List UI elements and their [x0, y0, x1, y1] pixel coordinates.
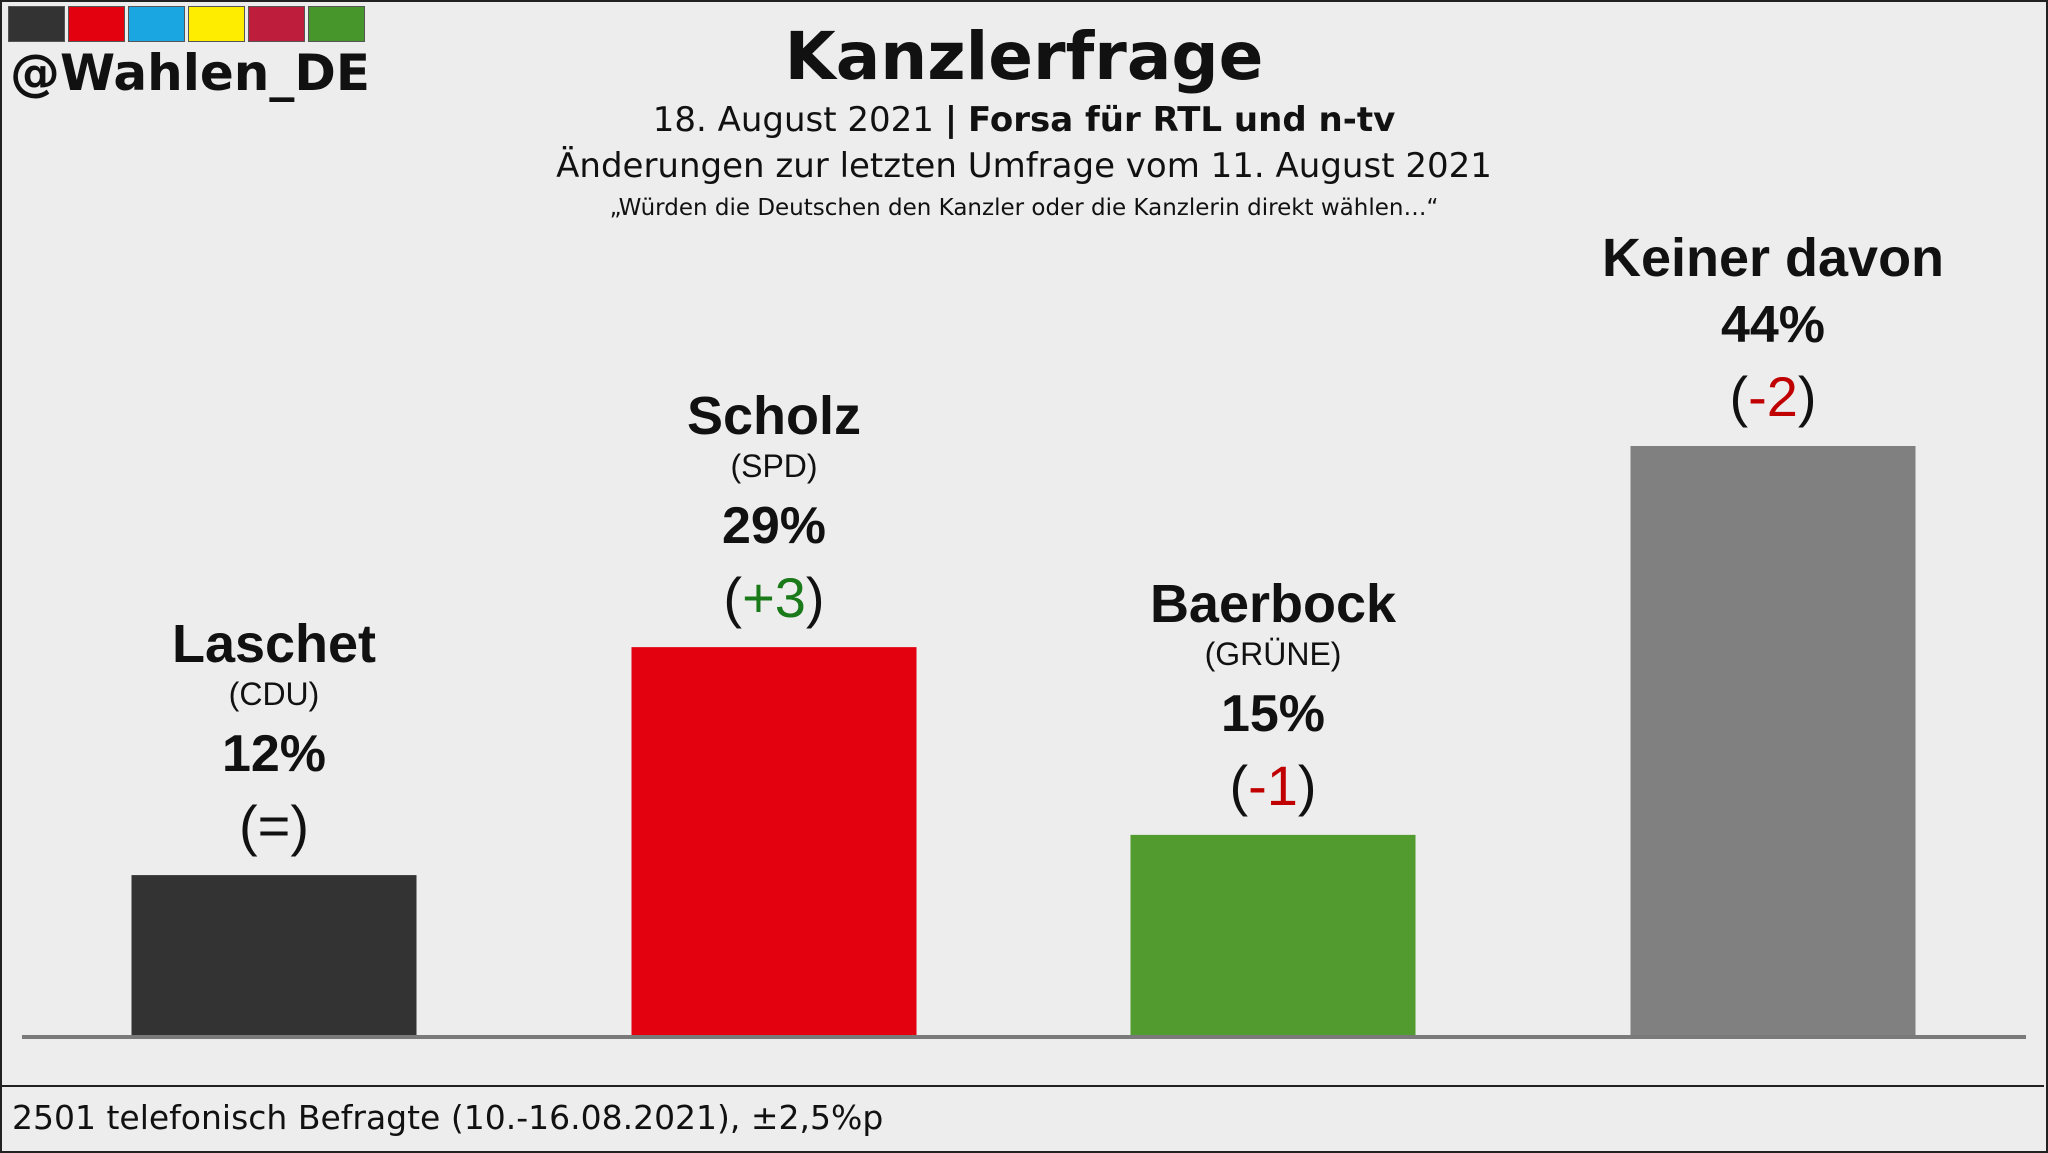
party-label: (GRÜNE): [1205, 636, 1342, 672]
bar: [1130, 834, 1416, 1036]
bar: [1630, 446, 1916, 1036]
bar: [131, 875, 417, 1036]
value-label: 15%: [1221, 685, 1325, 743]
logo-swatch: [308, 6, 365, 42]
change-label: (+3): [723, 566, 824, 629]
logo-swatch: [188, 6, 245, 42]
logo-color-strip: [8, 6, 365, 42]
changes-note: Änderungen zur letzten Umfrage vom 11. A…: [556, 146, 1492, 186]
value-label: 29%: [722, 497, 826, 555]
survey-question: „Würden die Deutschen den Kanzler oder d…: [609, 195, 1439, 221]
value-label: 12%: [222, 725, 326, 783]
change-label: (-1): [1229, 754, 1316, 817]
logo-swatch: [128, 6, 185, 42]
category-label: Scholz: [687, 386, 861, 446]
change-label: (-2): [1729, 365, 1816, 428]
subtitle-date-source: 18. August 2021 | Forsa für RTL und n-tv: [0, 100, 2048, 140]
logo-swatch: [8, 6, 65, 42]
bar: [631, 647, 917, 1036]
party-label: (CDU): [229, 676, 320, 712]
footer-note: 2501 telefonisch Befragte (10.-16.08.202…: [12, 1098, 884, 1137]
footer-divider: [0, 1085, 2044, 1087]
change-label: (=): [239, 794, 309, 857]
value-label: 44%: [1721, 296, 1825, 354]
poll-date: 18. August 2021: [652, 100, 934, 140]
category-label: Baerbock: [1150, 574, 1397, 634]
twitter-handle: @Wahlen_DE: [10, 44, 371, 102]
logo-swatch: [68, 6, 125, 42]
party-label: (SPD): [730, 448, 817, 484]
category-label: Laschet: [172, 614, 376, 674]
logo-swatch: [248, 6, 305, 42]
separator: |: [944, 100, 958, 140]
category-label: Keiner davon: [1602, 228, 1944, 288]
chart-title: Kanzlerfrage: [784, 18, 1264, 95]
poll-source: Forsa für RTL und n-tv: [967, 100, 1396, 140]
